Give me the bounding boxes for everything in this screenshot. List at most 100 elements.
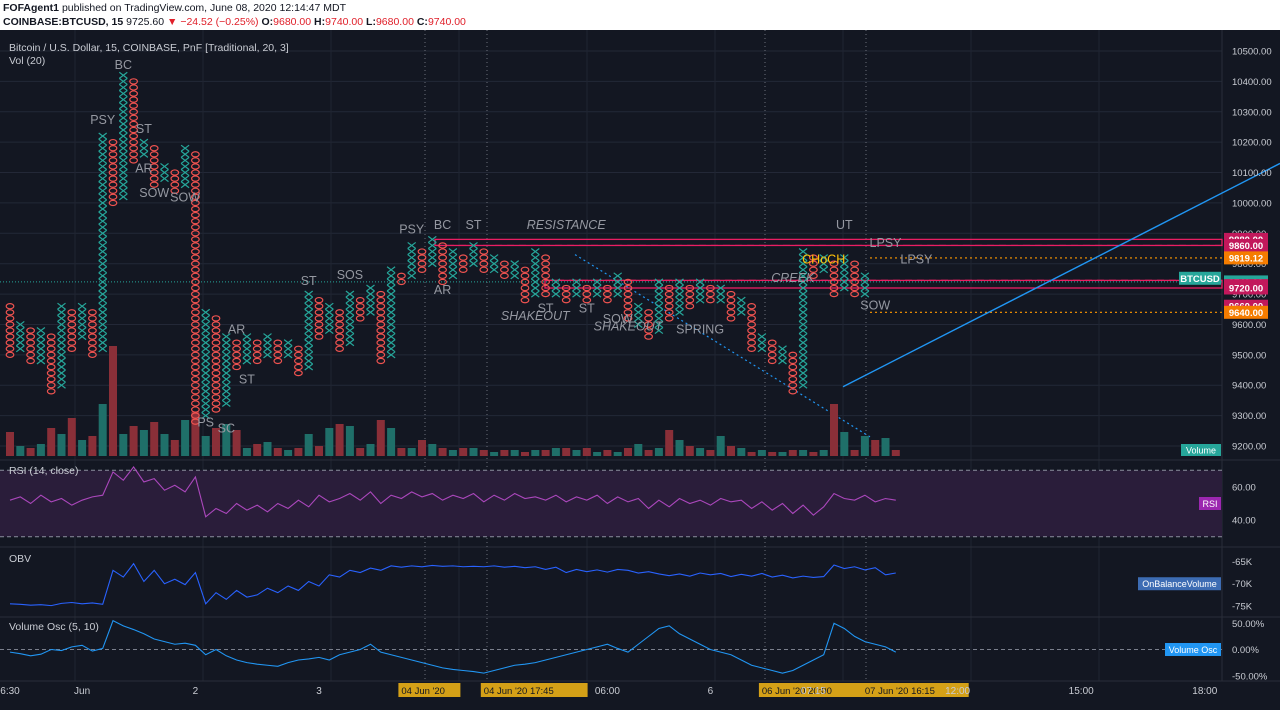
pnf-o-box: [108, 193, 118, 201]
pnf-o-box: [87, 351, 97, 359]
pnf-o-box: [190, 193, 200, 201]
pnf-o-box: [397, 278, 406, 286]
pnf-o-box: [582, 284, 592, 292]
pnf-x-box: [304, 333, 314, 341]
pnf-column: [397, 272, 406, 286]
pnf-x-box: [386, 308, 396, 316]
price-tick: 9200.00: [1232, 442, 1266, 453]
pnf-o-box: [438, 272, 448, 280]
pnf-x-box: [716, 290, 726, 298]
volume-bar: [160, 434, 169, 456]
pnf-x-box: [98, 199, 108, 207]
pnf-o-box: [211, 388, 221, 395]
pnf-o-box: [149, 169, 159, 176]
volume-bar: [840, 432, 849, 456]
pnf-column: [561, 284, 571, 304]
pnf-column: [221, 333, 231, 407]
pnf-o-box: [211, 375, 221, 383]
volume-bar: [613, 452, 622, 456]
pnf-column: [819, 254, 829, 274]
pnf-o-box: [335, 339, 345, 346]
pnf-x-box: [798, 308, 808, 316]
volume-bar: [675, 440, 684, 456]
wyckoff-label: SPRING: [676, 323, 724, 337]
pnf-column: [417, 248, 427, 273]
pnf-o-box: [541, 290, 550, 298]
pnf-x-box: [221, 357, 231, 365]
pnf-column: [294, 345, 303, 377]
pnf-x-box: [201, 375, 211, 383]
author-name[interactable]: FOFAgent1: [3, 2, 60, 14]
time-tick-text: Jun: [74, 686, 90, 697]
pnf-x-box: [675, 278, 684, 286]
pnf-o-box: [190, 205, 200, 213]
pnf-x-box: [98, 272, 108, 280]
pnf-x-box: [98, 339, 108, 347]
pnf-o-box: [500, 272, 509, 280]
pnf-x-box: [15, 345, 25, 353]
pnf-o-box: [664, 315, 674, 322]
price-tick: 10300.00: [1232, 107, 1272, 118]
close-label: C:: [416, 16, 428, 28]
pnf-column: [5, 303, 15, 359]
pnf-x-box: [283, 339, 293, 347]
pnf-x-box: [469, 241, 478, 249]
pnf-o-box: [46, 375, 56, 383]
time-tick-text: 2: [193, 686, 199, 697]
pnf-x-box: [180, 181, 190, 189]
pnf-x-box: [489, 254, 499, 262]
pnf-o-box: [211, 363, 221, 371]
pnf-x-box: [98, 248, 108, 256]
obv-line: [9, 562, 896, 607]
pnf-x-box: [798, 363, 808, 371]
pnf-o-box: [335, 321, 345, 328]
volume-bar: [541, 450, 550, 456]
pnf-o-box: [190, 266, 200, 273]
pnf-x-box: [57, 302, 66, 310]
pnf-x-box: [36, 345, 46, 353]
pnf-x-box: [510, 260, 520, 268]
pnf-o-box: [252, 339, 262, 346]
pnf-x-box: [118, 120, 128, 128]
time-axis: 6:30 Jun 2 3 04 Jun '20 04 Jun '20 17:45 06:00…: [0, 683, 1218, 697]
time-highlight-text: 04 Jun '20: [401, 686, 445, 697]
pnf-o-box: [170, 169, 180, 176]
pnf-o-box: [479, 266, 489, 273]
pnf-x-box: [98, 217, 108, 225]
pnf-x-box: [530, 290, 540, 298]
pnf-x-box: [98, 181, 108, 189]
wyckoff-label: ST: [538, 301, 554, 315]
volume-bar: [500, 450, 509, 456]
pnf-x-box: [633, 302, 643, 310]
pnf-x-box: [778, 345, 787, 353]
pnf-o-box: [190, 163, 200, 170]
pnf-o-box: [149, 145, 159, 152]
wyckoff-label: LPSY: [870, 236, 903, 250]
volume-bar: [418, 440, 426, 456]
close-value: 9740.00: [427, 16, 466, 28]
volume-bar: [521, 452, 529, 456]
obv-tick: -70K: [1232, 579, 1253, 590]
volume-bar: [232, 430, 241, 456]
price-label-bg: [1224, 251, 1268, 265]
pnf-column: [850, 260, 859, 298]
volume-bar: [273, 448, 282, 456]
pnf-o-box: [211, 400, 221, 407]
volume-bar: [799, 450, 808, 456]
pnf-o-box: [438, 248, 448, 255]
pnf-o-box: [294, 351, 303, 359]
pnf-x-box: [798, 381, 808, 389]
pnf-x-box: [839, 284, 849, 292]
pnf-column: [747, 303, 756, 352]
pnf-o-box: [438, 278, 448, 286]
pnf-o-box: [788, 388, 798, 395]
pnf-o-box: [190, 303, 200, 310]
pnf-x-box: [98, 187, 108, 195]
pnf-o-box: [5, 303, 15, 310]
volume-bar: [593, 452, 602, 456]
time-tick-text: 07:15: [801, 686, 826, 697]
pnf-x-box: [98, 290, 108, 298]
pnf-column: [489, 254, 499, 274]
pnf-o-box: [87, 309, 97, 316]
